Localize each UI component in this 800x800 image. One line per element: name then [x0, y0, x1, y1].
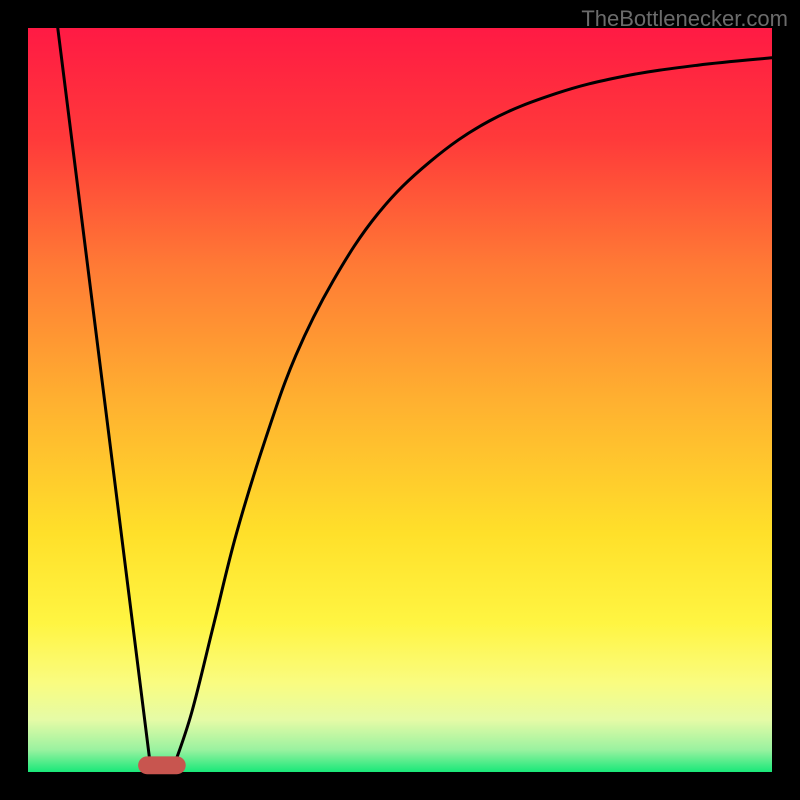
- chart-background: [28, 28, 772, 772]
- chart-container: TheBottlenecker.com: [0, 0, 800, 800]
- bottleneck-chart: [0, 0, 800, 800]
- bottleneck-marker: [138, 756, 186, 774]
- watermark-text: TheBottlenecker.com: [581, 6, 788, 32]
